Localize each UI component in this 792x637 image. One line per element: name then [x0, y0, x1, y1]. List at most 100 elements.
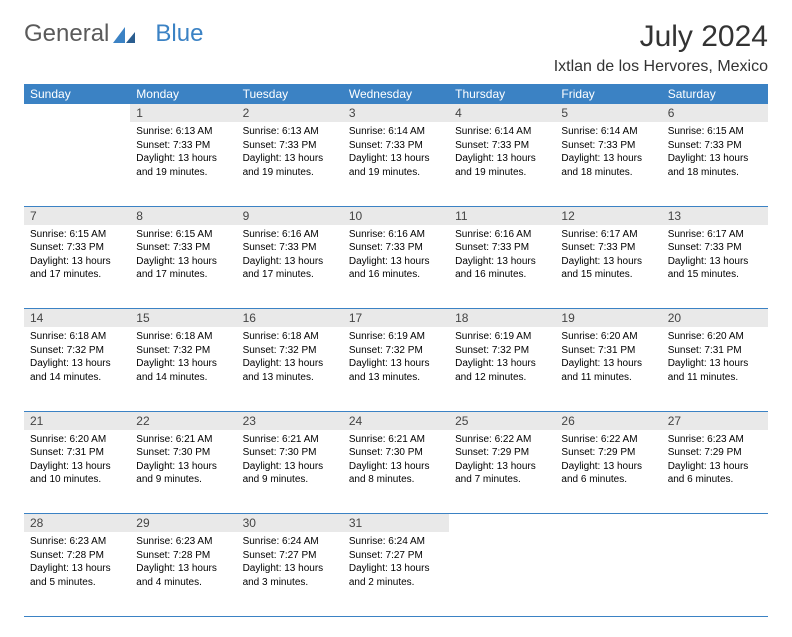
day-info-line: Sunrise: 6:16 AM — [349, 228, 443, 242]
day-number: 12 — [555, 207, 661, 225]
day-number: 21 — [24, 412, 130, 430]
day-content-row: Sunrise: 6:18 AMSunset: 7:32 PM Daylight:… — [24, 327, 768, 411]
day-number-row: 28293031 — [24, 514, 768, 533]
day-cell: Sunrise: 6:15 AMSunset: 7:33 PMDaylight:… — [662, 122, 768, 206]
day-cell: Sunrise: 6:21 AMSunset: 7:30 PMDaylight:… — [343, 430, 449, 514]
day-info-line: Daylight: 13 hours and 6 minutes. — [561, 460, 655, 487]
day-info-line: Daylight: 13 hours and 9 minutes. — [136, 460, 230, 487]
day-cell: Sunrise: 6:21 AMSunset: 7:30 PMDaylight:… — [237, 430, 343, 514]
day-content: Sunrise: 6:16 AMSunset: 7:33 PMDaylight:… — [343, 225, 449, 288]
day-info-line: Sunrise: 6:18 AM — [243, 330, 337, 344]
day-number-row: 123456 — [24, 104, 768, 122]
day-content: Sunrise: 6:20 AMSunset: 7:31 PMDaylight:… — [662, 327, 768, 390]
day-info-line: Sunset: 7:33 PM — [136, 139, 230, 153]
day-info-line: Sunrise: 6:24 AM — [349, 535, 443, 549]
day-number — [555, 514, 661, 518]
day-info-line: Daylight: 13 hours and 8 minutes. — [349, 460, 443, 487]
day-number: 28 — [24, 514, 130, 532]
day-info-line: Sunrise: 6:20 AM — [668, 330, 762, 344]
day-info-line: Daylight: 13 hours and 17 minutes. — [136, 255, 230, 282]
logo: General Blue — [24, 20, 203, 48]
day-number-cell: 24 — [343, 411, 449, 430]
day-info-line: Sunset: 7:33 PM — [561, 139, 655, 153]
day-info-line: Daylight: 13 hours and 15 minutes. — [561, 255, 655, 282]
day-content: Sunrise: 6:21 AMSunset: 7:30 PMDaylight:… — [343, 430, 449, 493]
day-cell: Sunrise: 6:16 AMSunset: 7:33 PMDaylight:… — [343, 225, 449, 309]
day-info-line: Sunset: 7:33 PM — [30, 241, 124, 255]
day-info-line: Sunset: 7:31 PM — [30, 446, 124, 460]
day-cell: Sunrise: 6:21 AMSunset: 7:30 PMDaylight:… — [130, 430, 236, 514]
day-info-line: Sunrise: 6:23 AM — [136, 535, 230, 549]
day-info-line: Sunset: 7:29 PM — [668, 446, 762, 460]
day-info-line: Daylight: 13 hours and 11 minutes. — [668, 357, 762, 384]
day-number: 27 — [662, 412, 768, 430]
day-info-line: Daylight: 13 hours and 7 minutes. — [455, 460, 549, 487]
day-info-line: Sunrise: 6:15 AM — [30, 228, 124, 242]
day-number-cell: 3 — [343, 104, 449, 122]
day-number-cell: 18 — [449, 309, 555, 328]
day-cell: Sunrise: 6:15 AMSunset: 7:33 PMDaylight:… — [130, 225, 236, 309]
day-info-line: Sunset: 7:33 PM — [668, 139, 762, 153]
day-info-line: Daylight: 13 hours and 17 minutes. — [30, 255, 124, 282]
day-info-line: Sunrise: 6:20 AM — [30, 433, 124, 447]
logo-text-blue: Blue — [155, 20, 203, 48]
day-cell: Sunrise: 6:14 AMSunset: 7:33 PMDaylight:… — [343, 122, 449, 206]
day-info-line: Sunset: 7:32 PM — [243, 344, 337, 358]
weekday-header: Friday — [555, 84, 661, 104]
day-content: Sunrise: 6:14 AMSunset: 7:33 PMDaylight:… — [343, 122, 449, 185]
day-info-line: Sunrise: 6:17 AM — [561, 228, 655, 242]
day-content-row: Sunrise: 6:23 AMSunset: 7:28 PMDaylight:… — [24, 532, 768, 616]
day-number-cell: 12 — [555, 206, 661, 225]
day-cell — [449, 532, 555, 616]
day-number-row: 14151617181920 — [24, 309, 768, 328]
day-number: 13 — [662, 207, 768, 225]
day-number-cell: 21 — [24, 411, 130, 430]
day-content: Sunrise: 6:15 AMSunset: 7:33 PMDaylight:… — [130, 225, 236, 288]
day-cell: Sunrise: 6:17 AMSunset: 7:33 PMDaylight:… — [662, 225, 768, 309]
day-content: Sunrise: 6:17 AMSunset: 7:33 PMDaylight:… — [555, 225, 661, 288]
day-content-row: Sunrise: 6:20 AMSunset: 7:31 PM Daylight:… — [24, 430, 768, 514]
day-cell: Sunrise: 6:20 AMSunset: 7:31 PMDaylight:… — [24, 430, 130, 514]
weekday-header: Thursday — [449, 84, 555, 104]
day-info-line: Sunrise: 6:20 AM — [561, 330, 655, 344]
day-content: Sunrise: 6:14 AMSunset: 7:33 PMDaylight:… — [555, 122, 661, 185]
day-content — [555, 532, 661, 541]
day-info-line: Daylight: 13 hours and 19 minutes. — [243, 152, 337, 179]
day-cell: Sunrise: 6:24 AMSunset: 7:27 PMDaylight:… — [343, 532, 449, 616]
day-content: Sunrise: 6:18 AMSunset: 7:32 PMDaylight:… — [24, 327, 130, 390]
day-info-line: Sunrise: 6:24 AM — [243, 535, 337, 549]
day-info-line: Daylight: 13 hours and 16 minutes. — [349, 255, 443, 282]
page-title: July 2024 — [554, 20, 768, 54]
day-info-line: Sunrise: 6:22 AM — [455, 433, 549, 447]
day-content: Sunrise: 6:21 AMSunset: 7:30 PMDaylight:… — [130, 430, 236, 493]
day-cell: Sunrise: 6:22 AMSunset: 7:29 PMDaylight:… — [555, 430, 661, 514]
day-info-line: Sunset: 7:33 PM — [243, 241, 337, 255]
weekday-header: Saturday — [662, 84, 768, 104]
day-info-line: Daylight: 13 hours and 18 minutes. — [561, 152, 655, 179]
day-info-line: Daylight: 13 hours and 13 minutes. — [349, 357, 443, 384]
day-info-line: Sunrise: 6:21 AM — [243, 433, 337, 447]
day-content-row: Sunrise: 6:15 AMSunset: 7:33 PMDaylight:… — [24, 225, 768, 309]
day-info-line: Sunset: 7:33 PM — [455, 139, 549, 153]
day-number-cell: 30 — [237, 514, 343, 533]
day-number-cell: 16 — [237, 309, 343, 328]
day-info-line: Sunrise: 6:21 AM — [136, 433, 230, 447]
day-info-line: Sunset: 7:27 PM — [243, 549, 337, 563]
day-number — [662, 514, 768, 518]
day-cell — [662, 532, 768, 616]
day-info-line: Sunset: 7:30 PM — [243, 446, 337, 460]
day-number: 20 — [662, 309, 768, 327]
day-cell: Sunrise: 6:16 AMSunset: 7:33 PMDaylight:… — [449, 225, 555, 309]
day-content: Sunrise: 6:16 AMSunset: 7:33 PMDaylight:… — [237, 225, 343, 288]
day-number: 2 — [237, 104, 343, 122]
day-number-cell: 10 — [343, 206, 449, 225]
day-number — [449, 514, 555, 518]
header: General Blue July 2024 Ixtlan de los Her… — [24, 20, 768, 76]
day-number: 30 — [237, 514, 343, 532]
day-number-cell: 22 — [130, 411, 236, 430]
day-number: 29 — [130, 514, 236, 532]
day-content: Sunrise: 6:13 AMSunset: 7:33 PMDaylight:… — [237, 122, 343, 185]
day-info-line: Daylight: 13 hours and 9 minutes. — [243, 460, 337, 487]
day-number: 22 — [130, 412, 236, 430]
day-content: Sunrise: 6:17 AMSunset: 7:33 PMDaylight:… — [662, 225, 768, 288]
